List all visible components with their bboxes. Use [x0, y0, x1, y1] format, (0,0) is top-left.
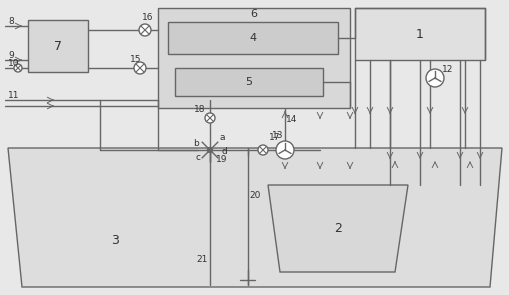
Text: d: d: [221, 148, 227, 157]
Text: 12: 12: [441, 65, 453, 75]
Bar: [354, 8, 484, 60]
Circle shape: [258, 145, 267, 155]
Text: 4: 4: [249, 33, 256, 43]
Text: a: a: [219, 134, 224, 142]
Bar: [167, 22, 337, 54]
Text: 7: 7: [54, 40, 62, 53]
Polygon shape: [267, 185, 407, 272]
Circle shape: [207, 148, 212, 153]
Text: 10: 10: [8, 58, 19, 68]
Text: 2: 2: [333, 222, 341, 235]
Text: 16: 16: [142, 14, 153, 22]
Text: 19: 19: [216, 155, 228, 165]
Polygon shape: [8, 148, 501, 287]
Circle shape: [14, 64, 22, 72]
Circle shape: [205, 113, 215, 123]
Text: 1: 1: [415, 27, 423, 40]
Text: 5: 5: [245, 77, 252, 87]
Text: 6: 6: [250, 9, 257, 19]
Circle shape: [139, 24, 151, 36]
Text: 9: 9: [8, 52, 14, 60]
Text: 13: 13: [272, 130, 283, 140]
Text: c: c: [195, 153, 200, 163]
Circle shape: [275, 141, 293, 159]
Circle shape: [134, 62, 146, 74]
Bar: [28, 20, 88, 72]
Text: 21: 21: [196, 255, 207, 265]
Bar: [158, 8, 349, 108]
Text: 11: 11: [8, 91, 19, 99]
Text: 14: 14: [286, 116, 297, 124]
Text: 20: 20: [249, 191, 260, 199]
Text: 3: 3: [111, 234, 119, 247]
Text: 17: 17: [269, 134, 280, 142]
Bar: [175, 68, 322, 96]
Text: 18: 18: [194, 106, 205, 114]
Circle shape: [425, 69, 443, 87]
Text: 8: 8: [8, 17, 14, 27]
Text: b: b: [193, 138, 199, 148]
Text: 15: 15: [130, 55, 142, 65]
